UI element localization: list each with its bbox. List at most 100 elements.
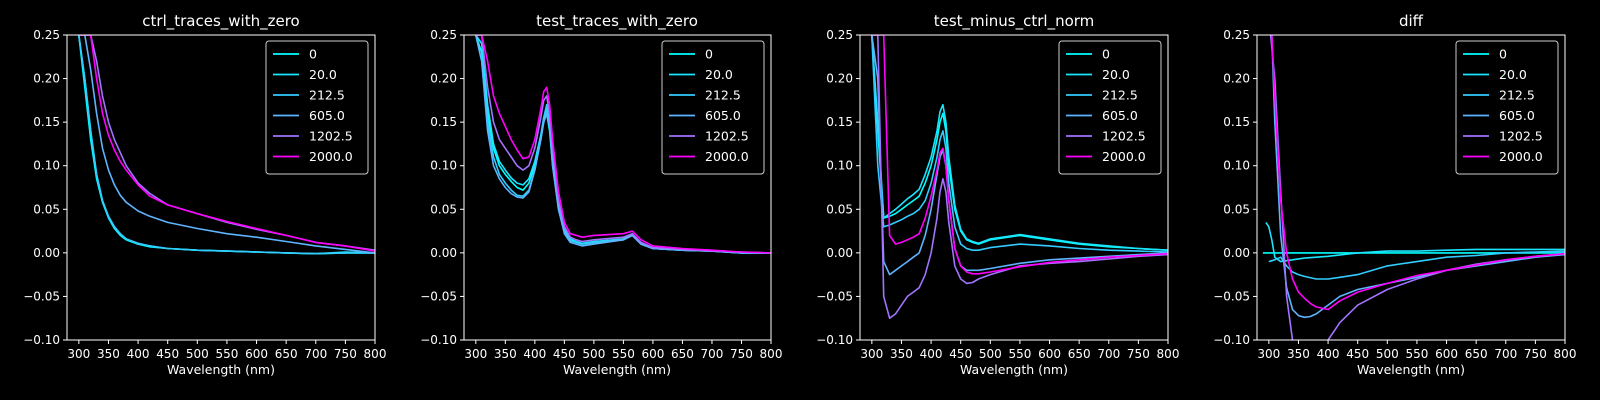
legend-entry-label: 2000.0 bbox=[309, 149, 353, 164]
x-tick-label: 750 bbox=[334, 347, 357, 361]
legend-entry-label: 2000.0 bbox=[1499, 149, 1543, 164]
x-axis-label: Wavelength (nm) bbox=[563, 362, 671, 377]
legend-entry-label: 0 bbox=[1499, 47, 1507, 62]
y-tick-label: 0.00 bbox=[1223, 246, 1250, 260]
y-tick-label: 0.20 bbox=[430, 72, 457, 86]
y-tick-label: 0.10 bbox=[430, 159, 457, 173]
y-tick-label: 0.05 bbox=[1223, 202, 1250, 216]
series-lines bbox=[1262, 35, 1565, 340]
y-tick-label: −0.10 bbox=[23, 333, 60, 347]
x-tick-label: 550 bbox=[1405, 347, 1428, 361]
legend-entry-label: 2000.0 bbox=[1102, 149, 1146, 164]
x-axis-label: Wavelength (nm) bbox=[167, 362, 275, 377]
x-tick-label: 500 bbox=[979, 347, 1002, 361]
legend-entry-label: 0 bbox=[309, 47, 317, 62]
y-tick-label: −0.05 bbox=[420, 289, 457, 303]
y-tick-label: 0.15 bbox=[1223, 115, 1250, 129]
x-tick-label: 700 bbox=[304, 347, 327, 361]
y-tick-label: −0.05 bbox=[816, 289, 853, 303]
legend-entry-label: 1202.5 bbox=[705, 129, 749, 144]
plot-area: 300 350 400 450 500 550 600 650 700 750 800 −0.10 −0… bbox=[816, 28, 1179, 361]
legend: 0 20.0 212.5 605.0 1202.5 2000.0 bbox=[265, 40, 369, 175]
legend-entry-label: 605.0 bbox=[1499, 108, 1535, 123]
x-tick-label: 500 bbox=[1376, 347, 1399, 361]
legend: 0 20.0 212.5 605.0 1202.5 2000.0 bbox=[661, 40, 765, 175]
x-tick-label: 400 bbox=[523, 347, 546, 361]
plot-area: 300 350 400 450 500 550 600 650 700 750 800 −0.10 −0… bbox=[23, 28, 386, 361]
x-tick-label: 300 bbox=[1257, 347, 1280, 361]
y-tick-label: 0.00 bbox=[430, 246, 457, 260]
series-lines bbox=[871, 35, 1168, 320]
x-tick-label: 800 bbox=[364, 347, 387, 361]
x-tick-label: 650 bbox=[275, 347, 298, 361]
y-tick-label: 0.00 bbox=[33, 246, 60, 260]
series-line-605-0 bbox=[475, 35, 771, 254]
x-tick-label: 450 bbox=[1346, 347, 1369, 361]
series-line-212-5 bbox=[78, 35, 375, 255]
chart-title: test_minus_ctrl_norm bbox=[934, 12, 1095, 31]
series-lines bbox=[78, 35, 375, 255]
x-tick-label: 700 bbox=[1494, 347, 1517, 361]
series-line-0 bbox=[871, 35, 1168, 251]
x-axis-label: Wavelength (nm) bbox=[1357, 362, 1465, 377]
y-tick-label: 0.05 bbox=[430, 202, 457, 216]
y-tick-label: 0.25 bbox=[430, 28, 457, 42]
y-tick-label: −0.05 bbox=[1213, 289, 1250, 303]
x-tick-label: 300 bbox=[67, 347, 90, 361]
axes-frame bbox=[463, 34, 772, 341]
x-tick-label: 550 bbox=[215, 347, 238, 361]
series-lines bbox=[475, 35, 771, 254]
y-tick-label: 0.15 bbox=[826, 115, 853, 129]
legend-entry-label: 2000.0 bbox=[705, 149, 749, 164]
x-tick-label: 450 bbox=[156, 347, 179, 361]
legend-entry-label: 20.0 bbox=[309, 67, 337, 82]
y-tick-label: 0.15 bbox=[33, 115, 60, 129]
x-tick-label: 600 bbox=[1435, 347, 1458, 361]
y-tick-label: −0.10 bbox=[420, 333, 457, 347]
x-tick-label: 800 bbox=[1157, 347, 1180, 361]
y-tick-label: 0.15 bbox=[430, 115, 457, 129]
x-tick-label: 350 bbox=[494, 347, 517, 361]
chart-panel-test-traces: test_traces_with_zero Wavelength (nm) 30… bbox=[420, 12, 782, 377]
chart-panel-test-minus-ctrl-norm: test_minus_ctrl_norm Wavelength (nm) 300… bbox=[816, 12, 1179, 377]
y-tick-label: 0.10 bbox=[1223, 159, 1250, 173]
series-line-212-5 bbox=[871, 35, 1168, 253]
series-line-212-5 bbox=[1268, 250, 1565, 280]
x-tick-label: 350 bbox=[97, 347, 120, 361]
legend-entry-label: 212.5 bbox=[1499, 88, 1535, 103]
legend-entry-label: 1202.5 bbox=[309, 129, 353, 144]
y-tick-label: −0.10 bbox=[816, 333, 853, 347]
legend-entry-label: 0 bbox=[705, 47, 713, 62]
x-tick-label: 600 bbox=[1038, 347, 1061, 361]
x-tick-label: 300 bbox=[860, 347, 883, 361]
plot-area: 300 350 400 450 500 550 600 650 700 750 800 −0.10 −0… bbox=[420, 28, 782, 361]
legend-entry-label: 212.5 bbox=[1102, 88, 1138, 103]
plot-area: 300 350 400 450 500 550 600 650 700 750 800 −0.10 −0… bbox=[1213, 28, 1576, 361]
axes-frame bbox=[1256, 34, 1566, 341]
x-tick-label: 650 bbox=[671, 347, 694, 361]
y-tick-label: −0.10 bbox=[1213, 333, 1250, 347]
x-tick-label: 650 bbox=[1068, 347, 1091, 361]
x-tick-label: 300 bbox=[464, 347, 487, 361]
chart-panel-ctrl-traces: ctrl_traces_with_zero Wavelength (nm) 30… bbox=[23, 12, 386, 377]
chart-title: ctrl_traces_with_zero bbox=[142, 12, 299, 31]
x-tick-label: 650 bbox=[1465, 347, 1488, 361]
series-line-2000-0 bbox=[871, 35, 1168, 275]
x-tick-label: 350 bbox=[890, 347, 913, 361]
chart-title: diff bbox=[1399, 12, 1424, 30]
x-tick-label: 550 bbox=[1008, 347, 1031, 361]
legend-entry-label: 605.0 bbox=[1102, 108, 1138, 123]
y-tick-label: 0.10 bbox=[826, 159, 853, 173]
y-tick-label: 0.10 bbox=[33, 159, 60, 173]
y-tick-label: 0.25 bbox=[826, 28, 853, 42]
y-tick-label: 0.05 bbox=[826, 202, 853, 216]
x-tick-label: 700 bbox=[701, 347, 724, 361]
legend-entry-label: 1202.5 bbox=[1102, 129, 1146, 144]
series-line-2000-0 bbox=[1271, 35, 1565, 311]
series-line-2000-0 bbox=[475, 35, 771, 254]
x-tick-label: 450 bbox=[553, 347, 576, 361]
chart-panel-diff: diff Wavelength (nm) 300 350 400 450 500 550 6… bbox=[1213, 12, 1576, 377]
legend-entry-label: 20.0 bbox=[1499, 67, 1527, 82]
axes-frame bbox=[66, 34, 376, 341]
